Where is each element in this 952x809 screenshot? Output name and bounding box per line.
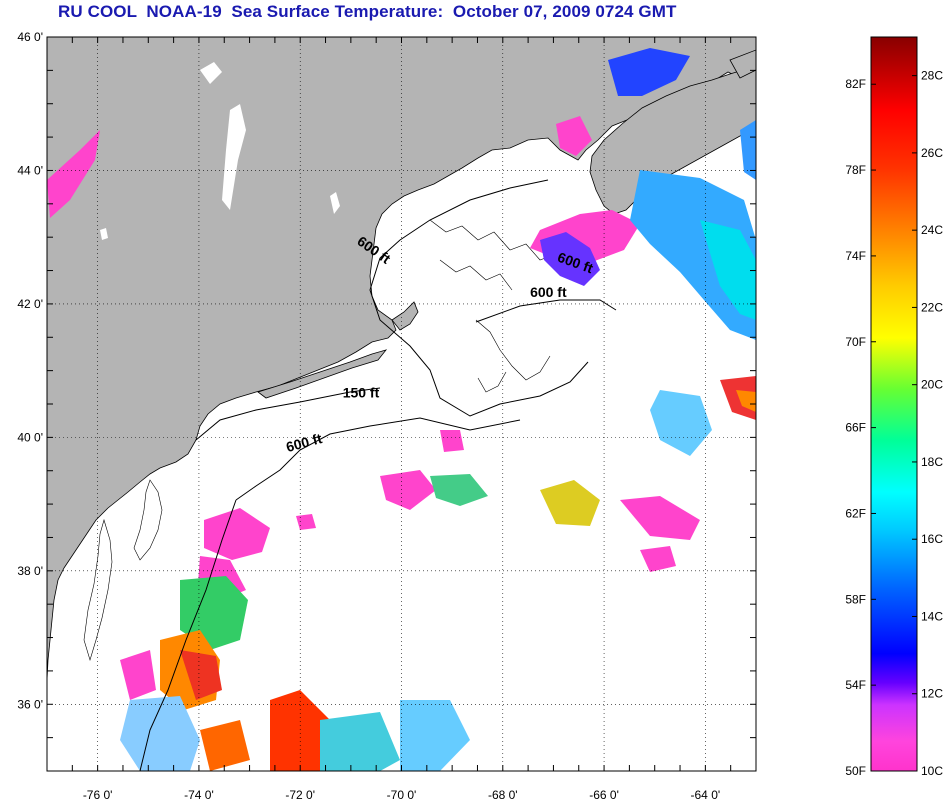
colorbar-c-label: 16C xyxy=(921,532,943,546)
map-title: RU COOL NOAA-19 Sea Surface Temperature:… xyxy=(58,2,677,21)
colorbar-f-label: 58F xyxy=(845,592,866,606)
colorbar xyxy=(871,37,917,771)
colorbar-c-label: 26C xyxy=(921,146,943,160)
colorbar-c-label: 20C xyxy=(921,378,943,392)
colorbar-f-label: 62F xyxy=(845,506,866,520)
colorbar-c-label: 28C xyxy=(921,69,943,83)
water-delaware-bay xyxy=(133,479,163,561)
map-ticks: -76 0' -74 0' -72 0' -70 0' -68 0' -66 0' -64 … xyxy=(17,30,757,802)
lat-tick-label: 46 0' xyxy=(17,30,43,44)
colorbar-f-label: 50F xyxy=(845,764,866,778)
lon-tick-label: -72 0' xyxy=(285,788,315,802)
colorbar-c-label: 14C xyxy=(921,609,943,623)
lon-tick-label: -66 0' xyxy=(589,788,619,802)
colorbar-labels: 82F 78F 74F 70F 66F 62F 58F 54F 50F 28C 26C 24C 22C 2… xyxy=(845,69,943,778)
lon-tick-label: -70 0' xyxy=(387,788,417,802)
lat-tick-label: 38 0' xyxy=(17,564,43,578)
colorbar-c-label: 12C xyxy=(921,687,943,701)
lat-tick-label: 36 0' xyxy=(17,697,43,711)
bathymetry-contours xyxy=(139,179,617,771)
lat-tick-label: 40 0' xyxy=(17,430,43,444)
contour-label: 600 ft xyxy=(530,284,567,300)
colorbar-f-label: 78F xyxy=(845,163,866,177)
colorbar-f-label: 82F xyxy=(845,77,866,91)
lon-tick-label: -74 0' xyxy=(184,788,214,802)
lat-tick-label: 44 0' xyxy=(17,163,43,177)
gulf-of-maine-features xyxy=(429,219,557,393)
colorbar-frame xyxy=(870,36,918,772)
contour-label: 150 ft xyxy=(343,384,380,400)
colorbar-c-label: 22C xyxy=(921,300,943,314)
colorbar-f-label: 70F xyxy=(845,335,866,349)
land-long-island xyxy=(257,349,388,399)
colorbar-f-label: 66F xyxy=(845,421,866,435)
lon-tick-label: -76 0' xyxy=(83,788,113,802)
colorbar-f-label: 54F xyxy=(845,678,866,692)
lat-tick-label: 42 0' xyxy=(17,297,43,311)
sst-patches xyxy=(47,48,756,771)
colorbar-f-label: 74F xyxy=(845,249,866,263)
lon-tick-label: -64 0' xyxy=(691,788,721,802)
lon-tick-label: -68 0' xyxy=(488,788,518,802)
land-cape-cod xyxy=(391,301,419,331)
colorbar-c-label: 18C xyxy=(921,455,943,469)
colorbar-c-label: 24C xyxy=(921,223,943,237)
land-cape-breton xyxy=(729,49,756,79)
water-chesapeake xyxy=(83,518,113,662)
colorbar-c-label: 10C xyxy=(921,764,943,778)
